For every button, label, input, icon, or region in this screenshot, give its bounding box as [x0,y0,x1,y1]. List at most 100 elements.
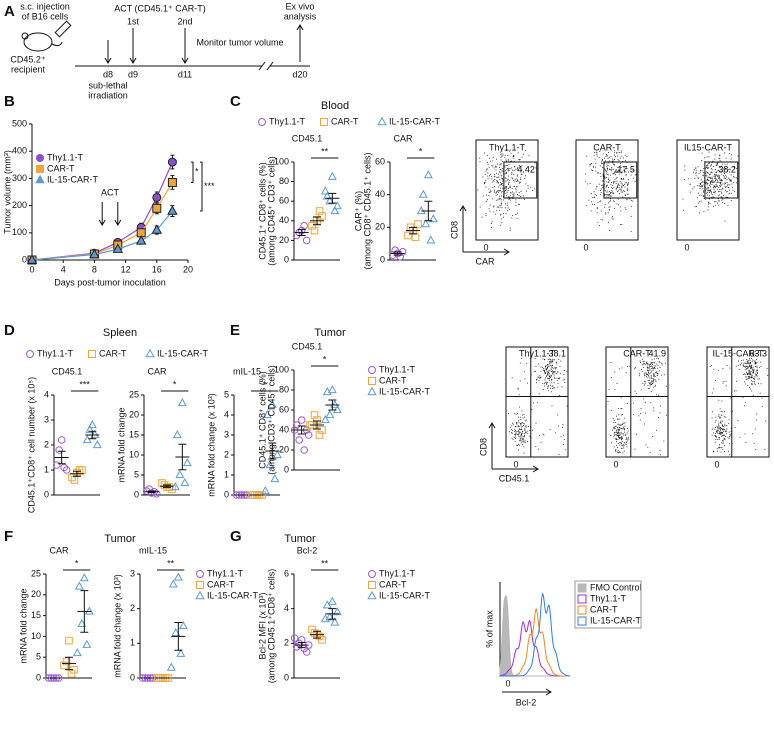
event-dot [523,423,525,425]
event-dot [521,440,523,442]
event-dot [700,179,702,181]
event-dot [597,171,599,173]
event-dot [558,425,559,427]
event-dot [543,385,545,387]
event-dot [631,200,633,202]
event-dot [728,450,729,452]
event-dot [503,216,504,218]
event-dot [715,419,717,421]
y-axis-label: CD45.1⁺CD8⁺ cell number (x 10⁵) [26,377,36,513]
event-dot [549,429,551,430]
event-dot [516,175,518,177]
event-dot [730,179,732,181]
event-dot [724,163,726,165]
x-tick-label: 8 [92,264,97,274]
event-dot [758,378,760,380]
event-dot [640,408,642,410]
significance-label: *** [204,181,215,191]
event-dot [717,438,719,440]
event-dot [717,450,718,452]
event-dot [620,191,622,193]
event-dot [490,173,491,175]
event-dot [714,421,716,423]
event-dot [481,216,483,218]
event-dot [750,373,752,375]
event-dot [517,167,519,169]
event-dot [517,445,519,446]
event-dot [706,156,708,158]
event-dot [755,362,757,364]
y-tick-label: 2 [284,638,289,648]
event-dot [598,156,600,158]
event-dot [604,175,606,177]
event-dot [505,193,507,195]
event-dot [715,177,717,179]
event-dot [657,394,659,396]
event-dot [509,199,511,201]
event-dot [608,230,610,232]
event-dot [550,374,552,376]
event-dot [606,185,608,187]
event-dot [533,371,535,372]
event-dot [643,384,645,386]
event-dot [522,417,524,419]
event-dot [708,156,710,158]
event-dot [514,436,516,438]
event-dot [500,175,502,177]
event-dot [651,380,653,382]
event-dot [647,379,649,381]
event-dot [516,422,518,424]
y-tick-label: 5 [36,652,41,662]
event-dot [714,158,716,160]
event-dot [621,438,623,440]
event-dot [715,416,717,418]
sem-bar [57,450,66,465]
event-dot [529,435,531,437]
event-dot [551,365,553,367]
event-dot [721,196,723,198]
event-dot [627,193,629,195]
event-dot [625,160,626,162]
event-dot [624,190,626,192]
event-dot [608,182,610,183]
event-dot [521,426,523,428]
event-dot [501,191,503,193]
event-dot [516,431,518,432]
event-dot [751,360,753,362]
event-dot [516,217,518,219]
event-dot [587,183,588,185]
event-dot [627,438,629,440]
event-dot [551,379,553,381]
event-dot [516,423,518,425]
event-dot [610,409,612,411]
event-dot [495,169,497,171]
event-dot [592,170,593,172]
event-dot [659,366,661,368]
event-dot [490,191,492,192]
event-dot [518,443,520,445]
event-dot [750,388,752,390]
event-dot [734,426,736,428]
event-dot [616,383,618,384]
event-dot [509,195,511,197]
event-dot [716,164,718,166]
event-dot [612,163,614,165]
event-dot [506,169,508,170]
event-dot [752,372,754,374]
event-dot [501,207,503,209]
event-dot [511,432,513,434]
event-dot [624,182,626,184]
event-dot [504,166,506,168]
event-dot [619,426,621,428]
event-dot [550,384,552,386]
event-dot [708,202,709,204]
event-dot [729,180,731,182]
event-dot [610,362,612,363]
event-dot [745,362,747,364]
event-dot [724,429,726,431]
event-dot [552,371,554,373]
data-point [89,248,100,259]
event-dot [506,186,508,187]
event-dot [610,156,612,158]
event-dot [517,388,519,390]
